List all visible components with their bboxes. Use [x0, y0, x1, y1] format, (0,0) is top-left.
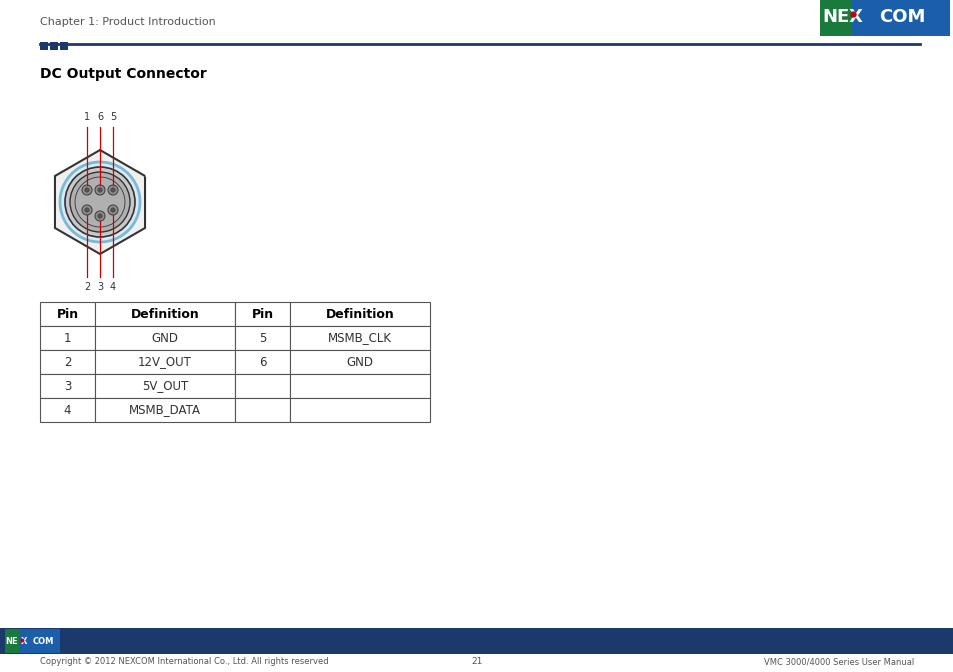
Text: 5: 5 [258, 331, 266, 345]
FancyBboxPatch shape [234, 398, 290, 422]
Text: 3: 3 [64, 380, 71, 392]
Circle shape [108, 185, 118, 195]
FancyBboxPatch shape [40, 398, 95, 422]
Text: NE: NE [821, 8, 849, 26]
Text: NE: NE [6, 636, 18, 646]
FancyBboxPatch shape [95, 350, 234, 374]
Circle shape [98, 187, 102, 192]
Text: 2: 2 [64, 355, 71, 368]
Text: GND: GND [346, 355, 374, 368]
Text: 3: 3 [97, 282, 103, 292]
Text: DC Output Connector: DC Output Connector [40, 67, 207, 81]
Text: 6: 6 [258, 355, 266, 368]
FancyBboxPatch shape [40, 302, 95, 326]
Text: 5V_OUT: 5V_OUT [142, 380, 188, 392]
FancyBboxPatch shape [40, 350, 95, 374]
Circle shape [85, 187, 90, 192]
Circle shape [111, 187, 115, 192]
FancyBboxPatch shape [820, 0, 949, 36]
FancyBboxPatch shape [5, 629, 60, 653]
FancyBboxPatch shape [40, 42, 48, 50]
FancyBboxPatch shape [60, 42, 68, 50]
Polygon shape [55, 150, 145, 254]
Text: MSMB_DATA: MSMB_DATA [129, 403, 201, 417]
FancyBboxPatch shape [234, 326, 290, 350]
Text: 1: 1 [64, 331, 71, 345]
Text: Definition: Definition [325, 308, 394, 321]
Text: MSMB_CLK: MSMB_CLK [328, 331, 392, 345]
Circle shape [75, 177, 125, 227]
Circle shape [85, 208, 90, 212]
Text: COM: COM [878, 8, 924, 26]
FancyBboxPatch shape [95, 302, 234, 326]
Circle shape [60, 162, 140, 242]
Text: Definition: Definition [131, 308, 199, 321]
FancyBboxPatch shape [95, 374, 234, 398]
FancyBboxPatch shape [234, 374, 290, 398]
Circle shape [95, 211, 105, 221]
Circle shape [98, 214, 102, 218]
FancyBboxPatch shape [40, 374, 95, 398]
Polygon shape [820, 0, 851, 36]
FancyBboxPatch shape [0, 628, 953, 654]
Circle shape [111, 208, 115, 212]
FancyBboxPatch shape [234, 302, 290, 326]
FancyBboxPatch shape [290, 398, 430, 422]
Text: Copyright © 2012 NEXCOM International Co., Ltd. All rights reserved: Copyright © 2012 NEXCOM International Co… [40, 657, 328, 667]
Text: Pin: Pin [252, 308, 274, 321]
Text: VMC 3000/4000 Series User Manual: VMC 3000/4000 Series User Manual [763, 657, 913, 667]
FancyBboxPatch shape [290, 326, 430, 350]
FancyBboxPatch shape [95, 398, 234, 422]
Text: COM: COM [32, 636, 53, 646]
FancyBboxPatch shape [50, 42, 58, 50]
Circle shape [108, 205, 118, 215]
Text: X: X [21, 636, 28, 646]
Circle shape [82, 205, 91, 215]
FancyBboxPatch shape [234, 350, 290, 374]
FancyBboxPatch shape [290, 350, 430, 374]
Text: 1: 1 [84, 112, 90, 122]
Text: Pin: Pin [56, 308, 78, 321]
Text: 4: 4 [110, 282, 116, 292]
FancyBboxPatch shape [290, 302, 430, 326]
Text: GND: GND [152, 331, 178, 345]
Polygon shape [5, 629, 19, 653]
Circle shape [70, 172, 130, 232]
Text: 12V_OUT: 12V_OUT [138, 355, 192, 368]
Circle shape [82, 185, 91, 195]
Text: 21: 21 [471, 657, 482, 667]
Circle shape [65, 167, 135, 237]
Text: Chapter 1: Product Introduction: Chapter 1: Product Introduction [40, 17, 215, 27]
Text: 5: 5 [110, 112, 116, 122]
Text: 2: 2 [84, 282, 90, 292]
Text: X: X [848, 8, 862, 26]
Circle shape [95, 185, 105, 195]
Text: 4: 4 [64, 403, 71, 417]
Text: 6: 6 [97, 112, 103, 122]
FancyBboxPatch shape [290, 374, 430, 398]
FancyBboxPatch shape [95, 326, 234, 350]
FancyBboxPatch shape [40, 326, 95, 350]
